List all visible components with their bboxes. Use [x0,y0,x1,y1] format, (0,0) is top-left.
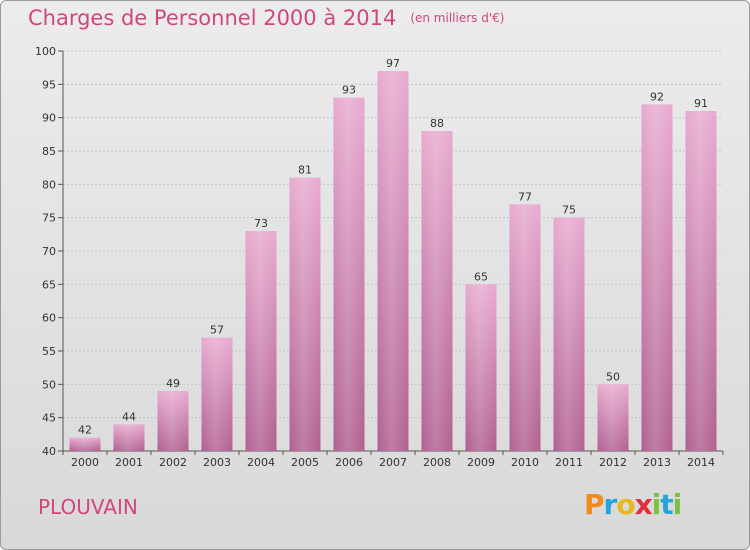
bar-highlight [641,104,673,451]
y-tick-label: 45 [42,412,56,425]
chart-title-text: Charges de Personnel 2000 à 2014 [28,6,397,30]
y-tick-label: 95 [42,78,56,91]
logo-letter: t [660,488,673,521]
bar-highlight [289,177,321,451]
bar-highlight [553,217,585,451]
x-tick-label: 2007 [379,456,407,469]
data-label: 93 [342,84,356,97]
x-tick-label: 2002 [159,456,187,469]
y-tick-label: 65 [42,278,56,291]
data-label: 92 [650,90,664,103]
bar-highlight [245,231,277,451]
y-tick-label: 50 [42,378,56,391]
x-tick-label: 2005 [291,456,319,469]
data-label: 73 [254,217,268,230]
x-tick-label: 2012 [599,456,627,469]
x-axis: 2000 2001 2002 2003 2004 2005 2006 2007 2008 2009… [62,450,724,469]
bar-highlight [333,97,365,452]
data-label: 57 [210,324,224,337]
x-tick-label: 2000 [71,456,99,469]
bar-highlight [421,131,453,451]
data-label: 91 [694,97,708,110]
y-axis: 40 45 50 55 60 65 70 75 80 85 90 95 100 [35,45,64,458]
y-tick-label: 70 [42,245,56,258]
bar-highlight [597,384,629,451]
logo-letter: P [584,488,605,521]
bar-highlight [113,424,145,451]
bar-highlight [465,284,497,451]
place-label: PLOUVAIN [38,495,138,519]
x-tick-label: 2004 [247,456,275,469]
y-tick-label: 80 [42,178,56,191]
x-tick-label: 2010 [511,456,539,469]
data-label: 75 [562,204,576,217]
y-tick-label: 75 [42,212,56,225]
y-tick-label: 90 [42,112,56,125]
y-tick-label: 60 [42,312,56,325]
data-label: 65 [474,270,488,283]
y-tick-label: 40 [42,445,56,458]
data-labels: 42 44 49 57 73 81 93 97 88 65 77 75 50 92 91 [78,57,708,437]
logo-letter: o [616,488,635,521]
chart-title: Charges de Personnel 2000 à 2014 (en mill… [28,6,504,30]
data-label: 50 [606,370,620,383]
data-label: 77 [518,190,532,203]
logo-letter: i [672,488,683,521]
logo-letter: r [603,488,618,521]
bars [69,71,717,452]
data-label: 44 [122,410,136,423]
bar-highlight [509,204,541,451]
x-tick-label: 2011 [555,456,583,469]
data-label: 97 [386,57,400,70]
bar-highlight [201,337,233,451]
y-tick-label: 85 [42,145,56,158]
bar-highlight [377,71,409,451]
logo-letter: i [651,488,662,521]
y-tick-label: 100 [35,45,56,58]
data-label: 88 [430,117,444,130]
data-label: 81 [298,164,312,177]
x-tick-label: 2001 [115,456,143,469]
proxiti-logo: Proxiti [584,488,683,521]
data-label: 42 [78,424,92,437]
x-tick-label: 2003 [203,456,231,469]
y-tick-label: 55 [42,345,56,358]
x-tick-label: 2013 [643,456,671,469]
x-tick-label: 2009 [467,456,495,469]
data-label: 49 [166,377,180,390]
logo-letter: x [634,488,653,521]
bar-highlight [157,391,189,451]
x-tick-label: 2008 [423,456,451,469]
bar-highlight [685,111,717,451]
x-tick-label: 2006 [335,456,363,469]
chart-subtitle: (en milliers d'€) [410,11,505,25]
x-tick-label: 2014 [687,456,715,469]
bar-highlight [69,437,101,451]
